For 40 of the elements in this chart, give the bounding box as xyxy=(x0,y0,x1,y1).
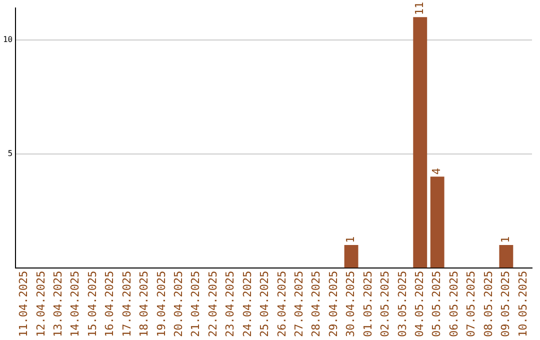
x-tick-label: 17.04.2025 xyxy=(120,270,134,338)
x-tick-label: 28.04.2025 xyxy=(310,270,323,338)
x-tick-label: 20.04.2025 xyxy=(172,270,186,338)
x-tick-label: 26.04.2025 xyxy=(275,270,288,338)
bar xyxy=(499,244,514,268)
x-tick-label: 13.04.2025 xyxy=(52,270,65,338)
x-tick-label: 05.05.2025 xyxy=(430,270,444,338)
x-tick-label: 12.04.2025 xyxy=(34,270,48,338)
bar xyxy=(344,244,358,268)
x-tick-label: 01.05.2025 xyxy=(361,270,374,338)
x-tick-label: 03.05.2025 xyxy=(396,270,409,338)
x-tick-label: 27.04.2025 xyxy=(292,270,306,338)
x-tick-label: 14.04.2025 xyxy=(68,270,82,338)
x-tick-label: 10.05.2025 xyxy=(516,270,530,338)
x-tick-label: 19.04.2025 xyxy=(154,270,168,338)
bar xyxy=(430,176,444,268)
x-tick-label: 25.04.2025 xyxy=(258,270,272,338)
y-tick-label: 10 xyxy=(2,34,13,44)
x-tick-label: 30.04.2025 xyxy=(344,270,358,338)
x-tick-label: 15.04.2025 xyxy=(86,270,99,338)
x-tick-label: 21.04.2025 xyxy=(189,270,202,338)
x-tick-label: 09.05.2025 xyxy=(499,270,512,338)
x-tick-label: 08.05.2025 xyxy=(482,270,495,338)
x-tick-label: 07.05.2025 xyxy=(464,270,478,338)
data-label: 1 xyxy=(344,236,358,243)
x-tick-label: 11.04.2025 xyxy=(17,270,30,338)
data-label: 11 xyxy=(412,2,426,16)
x-tick-label: 29.04.2025 xyxy=(326,270,340,338)
x-tick-label: 18.04.2025 xyxy=(138,270,151,338)
data-label: 4 xyxy=(430,168,444,175)
x-tick-label: 04.05.2025 xyxy=(412,270,426,338)
bar xyxy=(413,17,428,268)
x-tick-label: 22.04.2025 xyxy=(206,270,220,338)
x-tick-label: 23.04.2025 xyxy=(224,270,237,338)
y-tick-label: 5 xyxy=(8,148,13,158)
x-tick-label: 24.04.2025 xyxy=(240,270,254,338)
x-tick-label: 16.04.2025 xyxy=(103,270,116,338)
data-label: 1 xyxy=(499,236,512,243)
x-tick-label: 06.05.2025 xyxy=(447,270,460,338)
x-tick-label: 02.05.2025 xyxy=(378,270,392,338)
